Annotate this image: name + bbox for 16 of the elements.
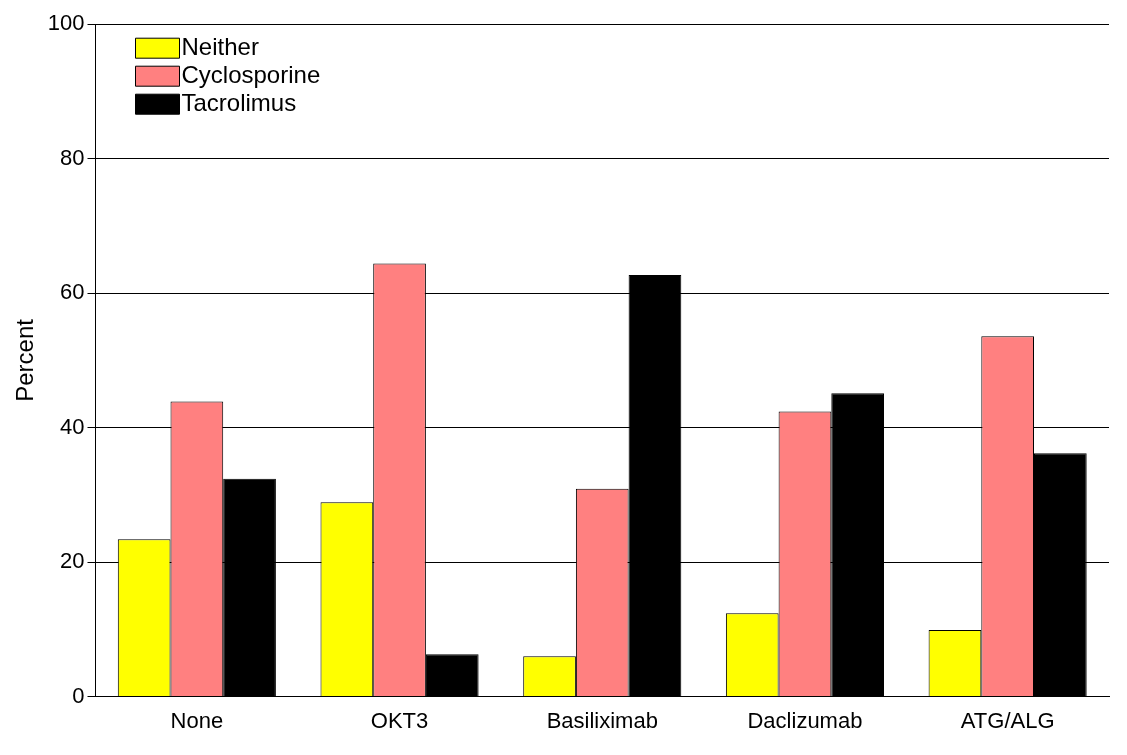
x-tick-label: None — [170, 707, 224, 733]
legend-label: Neither — [181, 32, 259, 60]
x-tick-label: Daclizumab — [747, 707, 863, 733]
y-axis-title: Percent — [11, 318, 39, 402]
x-tick-label: Basiliximab — [546, 707, 658, 733]
x-tick-label: ATG/ALG — [960, 707, 1055, 733]
legend-label: Cyclosporine — [181, 60, 321, 88]
y-tick-label: 80 — [60, 144, 85, 170]
y-tick-label: 60 — [60, 279, 85, 305]
bar — [425, 654, 479, 697]
y-tick-label: 0 — [72, 682, 85, 708]
x-tick-label: OKT3 — [370, 707, 429, 733]
legend-label: Tacrolimus — [181, 88, 297, 116]
y-tick-label: 20 — [60, 548, 85, 574]
y-tick-label: 40 — [60, 413, 85, 439]
y-tick-label: 100 — [47, 10, 85, 36]
